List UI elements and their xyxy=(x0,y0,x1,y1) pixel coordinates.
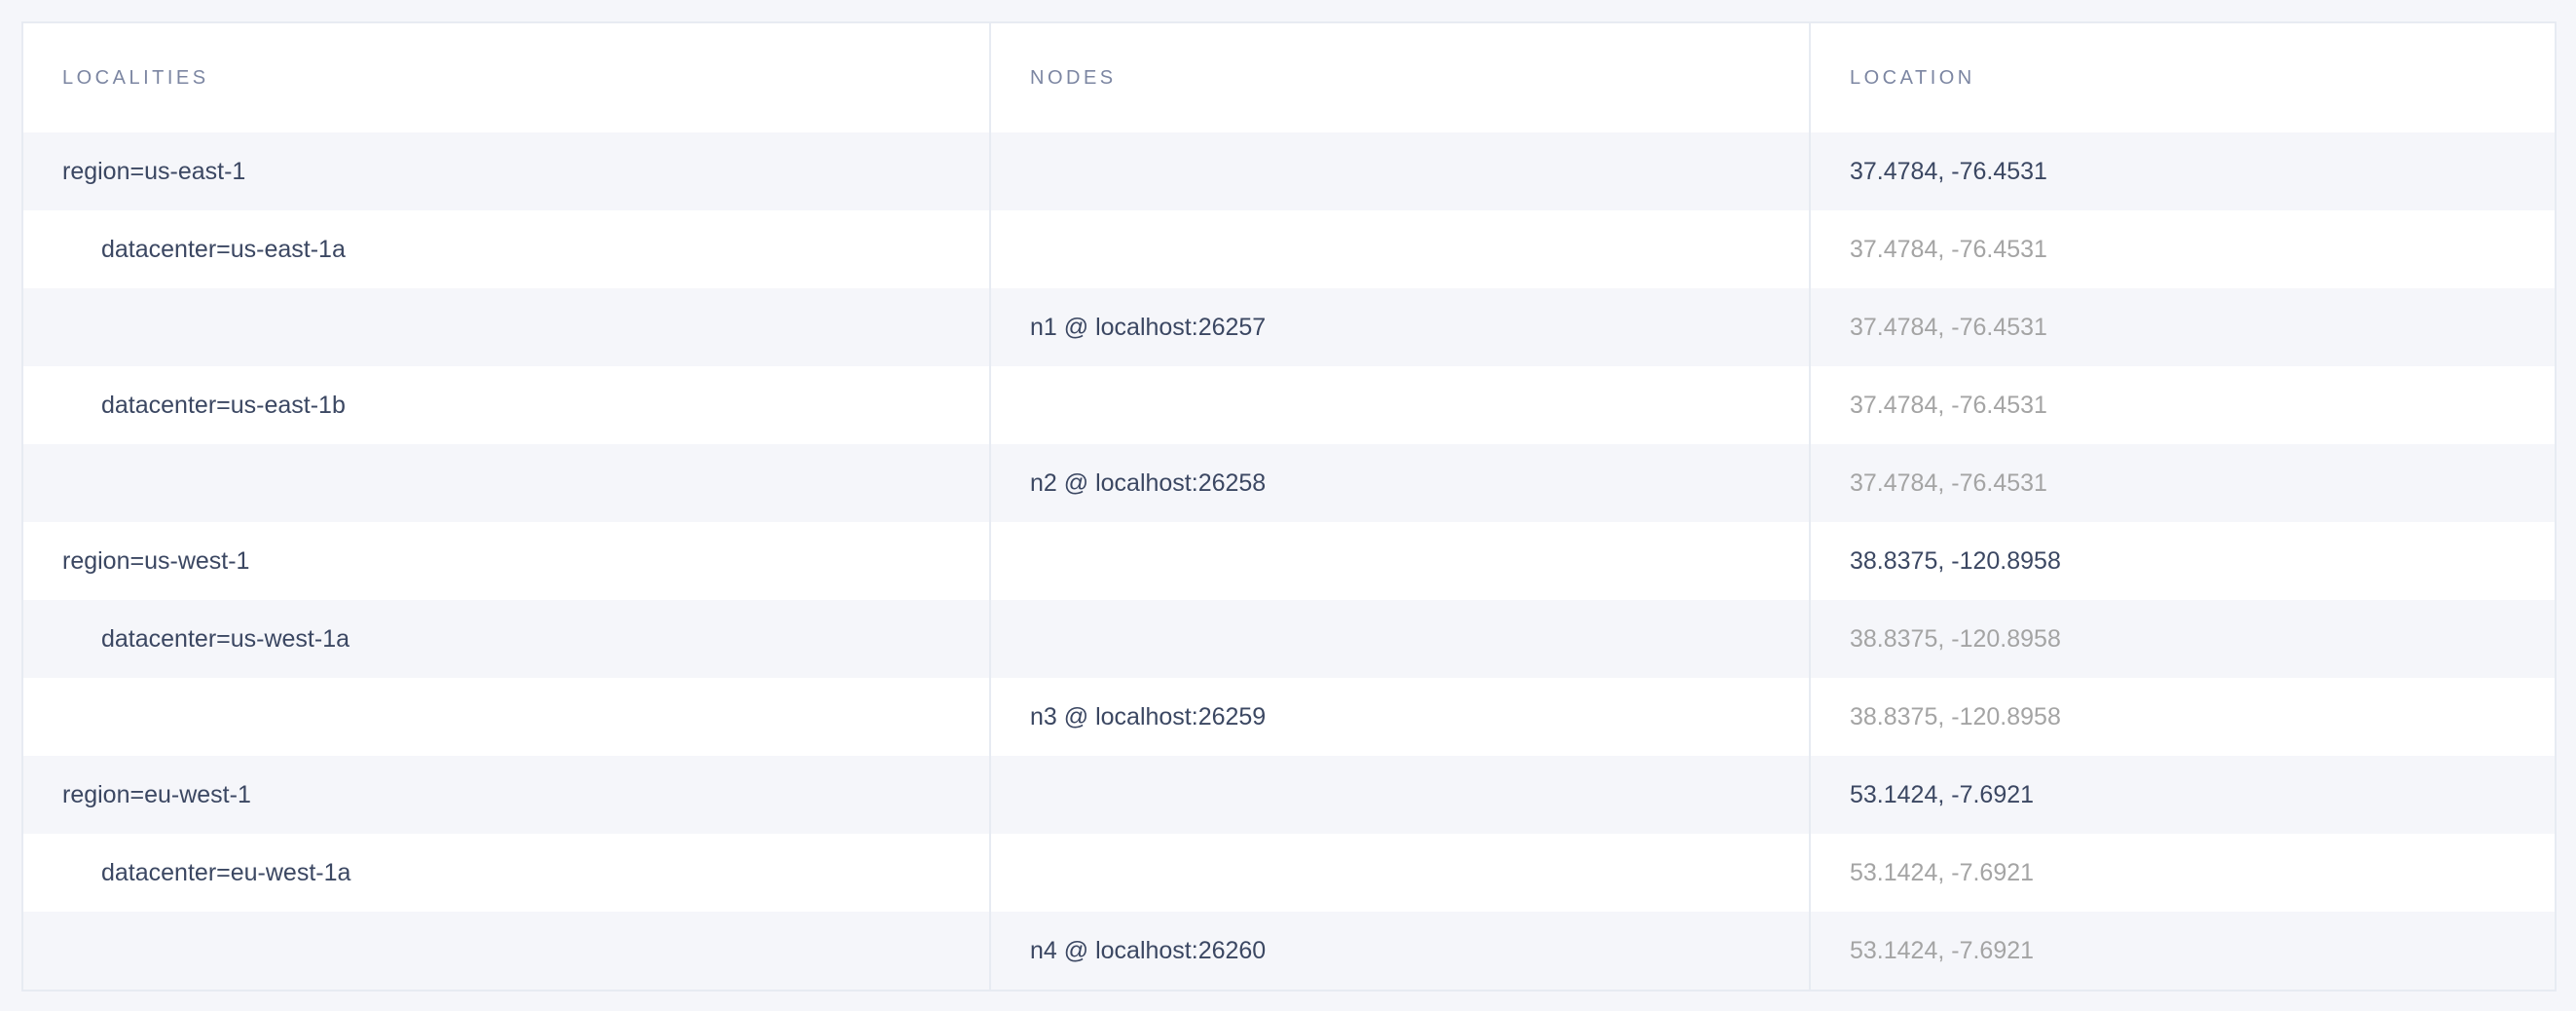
node-cell xyxy=(991,834,1811,912)
location-cell: 38.8375, -120.8958 xyxy=(1850,702,2061,730)
table-row: n2 @ localhost:26258 37.4784, -76.4531 xyxy=(23,444,2555,522)
location-cell: 37.4784, -76.4531 xyxy=(1850,313,2047,341)
location-cell: 38.8375, -120.8958 xyxy=(1850,546,2061,575)
locality-cell: datacenter=us-east-1a xyxy=(23,210,991,288)
locality-cell: datacenter=us-east-1b xyxy=(23,366,991,444)
location-cell: 38.8375, -120.8958 xyxy=(1850,624,2061,653)
table-body: region=us-east-1 37.4784, -76.4531 datacen… xyxy=(23,132,2555,990)
node-cell xyxy=(991,132,1811,210)
table-row: n3 @ localhost:26259 38.8375, -120.8958 xyxy=(23,678,2555,756)
table-header: LOCALITIES NODES LOCATION xyxy=(23,23,2555,132)
header-location: LOCATION xyxy=(1850,66,1975,89)
localities-table: LOCALITIES NODES LOCATION region=us-east… xyxy=(21,21,2557,992)
locality-cell: region=us-east-1 xyxy=(23,132,991,210)
header-nodes: NODES xyxy=(991,23,1811,132)
node-cell xyxy=(991,522,1811,600)
location-cell: 37.4784, -76.4531 xyxy=(1850,157,2047,185)
location-cell: 53.1424, -7.6921 xyxy=(1850,858,2035,886)
table-row: n4 @ localhost:26260 53.1424, -7.6921 xyxy=(23,912,2555,990)
locality-cell: datacenter=us-west-1a xyxy=(23,600,991,678)
table-row: region=eu-west-1 53.1424, -7.6921 xyxy=(23,756,2555,834)
table-row: datacenter=eu-west-1a 53.1424, -7.6921 xyxy=(23,834,2555,912)
location-cell: 53.1424, -7.6921 xyxy=(1850,936,2035,964)
locality-cell: region=eu-west-1 xyxy=(23,756,991,834)
table-row: datacenter=us-west-1a 38.8375, -120.8958 xyxy=(23,600,2555,678)
location-cell: 37.4784, -76.4531 xyxy=(1850,468,2047,497)
table-row: region=us-east-1 37.4784, -76.4531 xyxy=(23,132,2555,210)
location-cell: 37.4784, -76.4531 xyxy=(1850,235,2047,263)
node-cell xyxy=(991,210,1811,288)
node-cell xyxy=(991,756,1811,834)
locality-cell: region=us-west-1 xyxy=(23,522,991,600)
header-localities: LOCALITIES xyxy=(23,23,991,132)
locality-cell xyxy=(23,288,991,366)
table-row: datacenter=us-east-1a 37.4784, -76.4531 xyxy=(23,210,2555,288)
locality-cell xyxy=(23,678,991,756)
node-cell: n2 @ localhost:26258 xyxy=(991,444,1811,522)
table-row: datacenter=us-east-1b 37.4784, -76.4531 xyxy=(23,366,2555,444)
locality-cell: datacenter=eu-west-1a xyxy=(23,834,991,912)
location-cell: 37.4784, -76.4531 xyxy=(1850,391,2047,419)
node-cell: n3 @ localhost:26259 xyxy=(991,678,1811,756)
node-cell: n1 @ localhost:26257 xyxy=(991,288,1811,366)
locality-cell xyxy=(23,444,991,522)
location-cell: 53.1424, -7.6921 xyxy=(1850,780,2035,808)
node-cell xyxy=(991,600,1811,678)
table-row: region=us-west-1 38.8375, -120.8958 xyxy=(23,522,2555,600)
node-cell xyxy=(991,366,1811,444)
node-cell: n4 @ localhost:26260 xyxy=(991,912,1811,990)
table-row: n1 @ localhost:26257 37.4784, -76.4531 xyxy=(23,288,2555,366)
locality-cell xyxy=(23,912,991,990)
